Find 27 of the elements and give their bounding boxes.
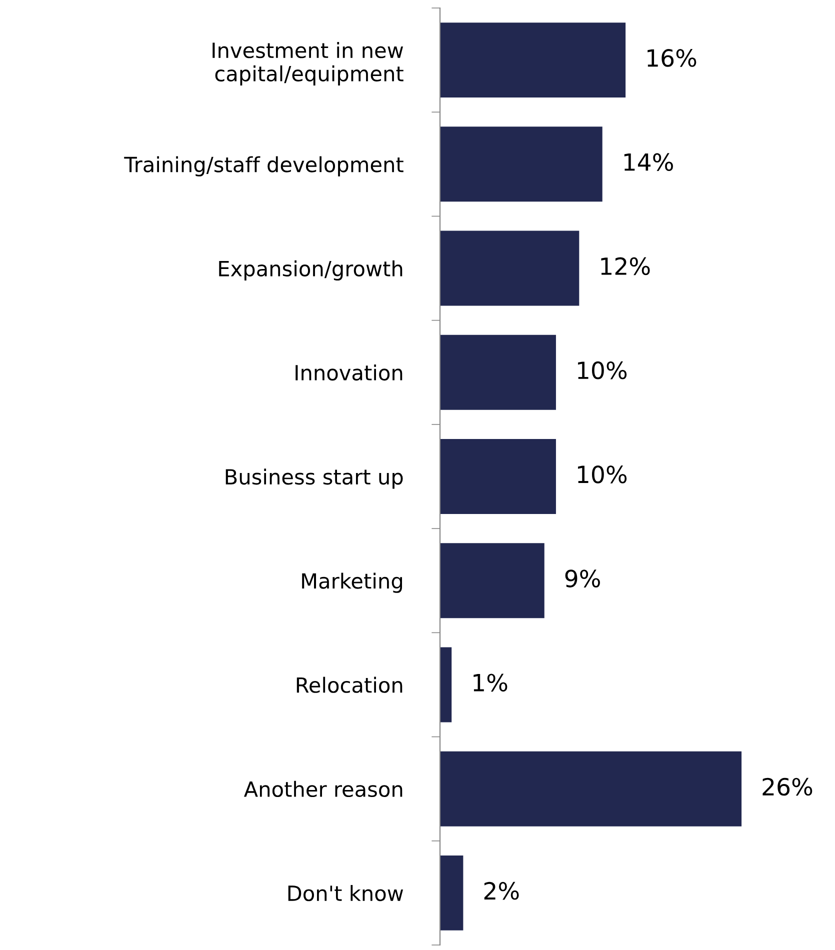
bar	[440, 22, 626, 98]
bar	[440, 543, 544, 618]
data-label: 14%	[624, 153, 673, 172]
bar	[440, 439, 556, 514]
data-label: 16%	[648, 49, 696, 67]
bar	[440, 855, 464, 930]
data-label: 9%	[565, 570, 600, 588]
data-label: 26%	[762, 778, 812, 796]
data-label: 10%	[578, 465, 627, 484]
y-tick-label: Business start up	[226, 468, 403, 489]
y-tick-label: Training/staff development	[124, 156, 404, 176]
data-label: 2%	[484, 882, 519, 900]
y-tick-label: Another reason	[244, 780, 402, 798]
data-label: 10%	[578, 361, 627, 380]
y-tick-label: Expansion/growth	[219, 260, 402, 281]
y-tick-label: Investment in new capital/equipment	[212, 42, 404, 86]
data-label: 1%	[474, 674, 508, 692]
y-tick-label: Marketing	[302, 572, 402, 593]
bar	[440, 751, 742, 826]
bar	[440, 126, 602, 202]
bar	[440, 230, 580, 306]
bar	[440, 647, 452, 722]
y-tick-label: Don't know	[288, 885, 404, 902]
bar	[440, 334, 556, 410]
y-tick-label: Relocation	[296, 676, 402, 693]
data-label: 12%	[601, 257, 650, 276]
y-tick-label: Innovation	[296, 364, 402, 381]
